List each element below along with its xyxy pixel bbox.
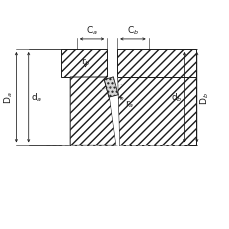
- Text: C$_a$: C$_a$: [86, 25, 98, 37]
- Polygon shape: [70, 78, 80, 88]
- Text: d$_b$: d$_b$: [170, 92, 182, 104]
- Polygon shape: [117, 78, 195, 146]
- Text: D$_a$: D$_a$: [2, 92, 14, 104]
- Text: C$_b$: C$_b$: [126, 25, 138, 37]
- Text: r$_b$: r$_b$: [81, 56, 90, 68]
- Polygon shape: [104, 78, 118, 98]
- Polygon shape: [61, 50, 107, 78]
- Text: r$_a$: r$_a$: [125, 98, 134, 109]
- Text: D$_b$: D$_b$: [198, 91, 210, 104]
- Polygon shape: [117, 50, 195, 78]
- Polygon shape: [70, 78, 116, 146]
- Text: d$_a$: d$_a$: [30, 92, 42, 104]
- Polygon shape: [104, 78, 118, 98]
- Polygon shape: [107, 78, 119, 146]
